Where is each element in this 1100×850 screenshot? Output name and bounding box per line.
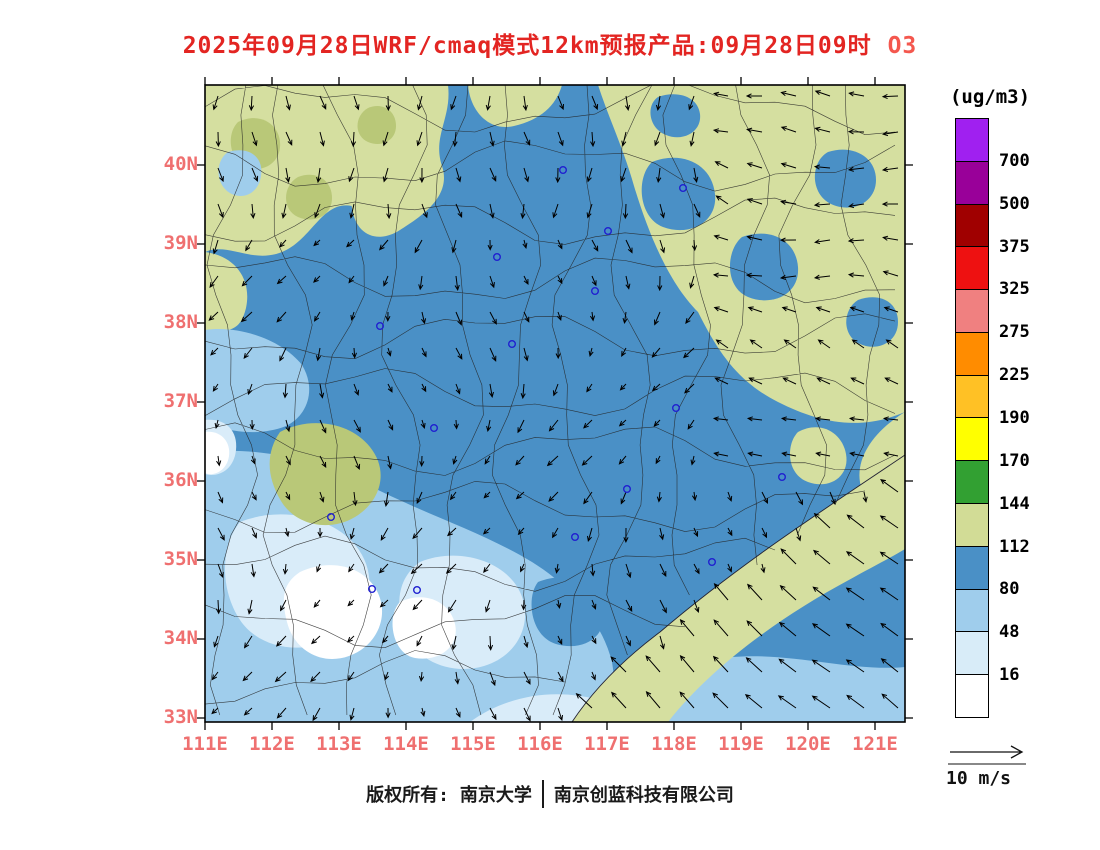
o3-fill-coast-band (572, 455, 905, 722)
colorbar (955, 118, 989, 718)
colorbar-box (956, 119, 988, 161)
colorbar-box (956, 160, 988, 204)
footer-divider-icon (541, 780, 544, 808)
x-axis-label: 111E (182, 733, 228, 755)
title-text: 2025年09月28日WRF/cmaq模式12km预报产品:09月28日09时 (182, 33, 872, 59)
colorbar-box (956, 631, 988, 675)
footer: 版权所有: 南京大学 南京创蓝科技有限公司 (0, 780, 1100, 808)
title-species: O3 (887, 33, 918, 59)
o3-fill-holes-ne (641, 94, 898, 347)
footer-owner: 版权所有: 南京大学 (366, 785, 532, 806)
y-axis-label: 39N (163, 232, 198, 254)
colorbar-box (956, 545, 988, 589)
x-axis-label: 112E (249, 733, 295, 755)
colorbar-box (956, 460, 988, 504)
colorbar-box (956, 289, 988, 332)
footer-company: 南京创蓝科技有限公司 (553, 785, 734, 806)
colorbar-label: 16 (999, 665, 1020, 686)
map-frame (204, 84, 906, 723)
colorbar-box (956, 674, 988, 717)
colorbar-box (956, 246, 988, 290)
o3-fill-144-170-center (269, 423, 381, 526)
page-title: 2025年09月28日WRF/cmaq模式12km预报产品:09月28日09时 O… (0, 26, 1100, 60)
x-axis-label: 121E (852, 733, 898, 755)
x-axis-label: 116E (517, 733, 563, 755)
x-axis-label: 117E (584, 733, 630, 755)
colorbar-box (956, 374, 988, 418)
o3-fill-under-16 (205, 431, 456, 659)
y-axis-label: 40N (163, 153, 198, 175)
coastline (571, 454, 905, 722)
colorbar-label: 700 (999, 150, 1030, 171)
wind-reference-label: 10 m/s (946, 768, 1012, 789)
county-boundaries (205, 85, 896, 716)
colorbar-label: 170 (999, 450, 1030, 471)
x-axis-label: 113E (316, 733, 362, 755)
colorbar-label: 144 (999, 493, 1030, 514)
y-axis-label: 35N (163, 548, 198, 570)
colorbar-box (956, 417, 988, 461)
colorbar-label: 500 (999, 193, 1030, 214)
x-axis-label: 115E (450, 733, 496, 755)
axis-ticks (197, 77, 913, 730)
x-axis-label: 118E (651, 733, 697, 755)
colorbar-unit: (ug/m3) (949, 86, 1031, 108)
colorbar-box (956, 331, 988, 375)
colorbar-label: 112 (999, 536, 1030, 557)
y-axis-label: 34N (163, 627, 198, 649)
y-axis-label: 36N (163, 469, 198, 491)
colorbar-label: 225 (999, 365, 1030, 386)
colorbar-label: 190 (999, 408, 1030, 428)
colorbar-box (956, 203, 988, 247)
colorbar-label: 325 (999, 279, 1030, 300)
map-interior (205, 85, 905, 722)
x-axis-label: 114E (383, 733, 429, 755)
colorbar-label: 48 (999, 622, 1020, 643)
colorbar-label: 275 (999, 322, 1030, 343)
y-axis-label: 38N (163, 311, 198, 333)
x-axis-label: 119E (718, 733, 764, 755)
y-axis-label: 33N (163, 706, 198, 728)
colorbar-box (956, 588, 988, 632)
wind-arrows (208, 90, 899, 722)
x-axis-label: 120E (785, 733, 831, 755)
colorbar-box (956, 503, 988, 546)
o3-fill-tongue-sw (531, 577, 604, 647)
y-axis-label: 37N (163, 390, 198, 412)
city-markers (327, 165, 787, 595)
wind-reference-arrow-icon (948, 745, 1026, 765)
colorbar-label: 375 (999, 236, 1030, 257)
colorbar-label: 80 (999, 579, 1020, 600)
